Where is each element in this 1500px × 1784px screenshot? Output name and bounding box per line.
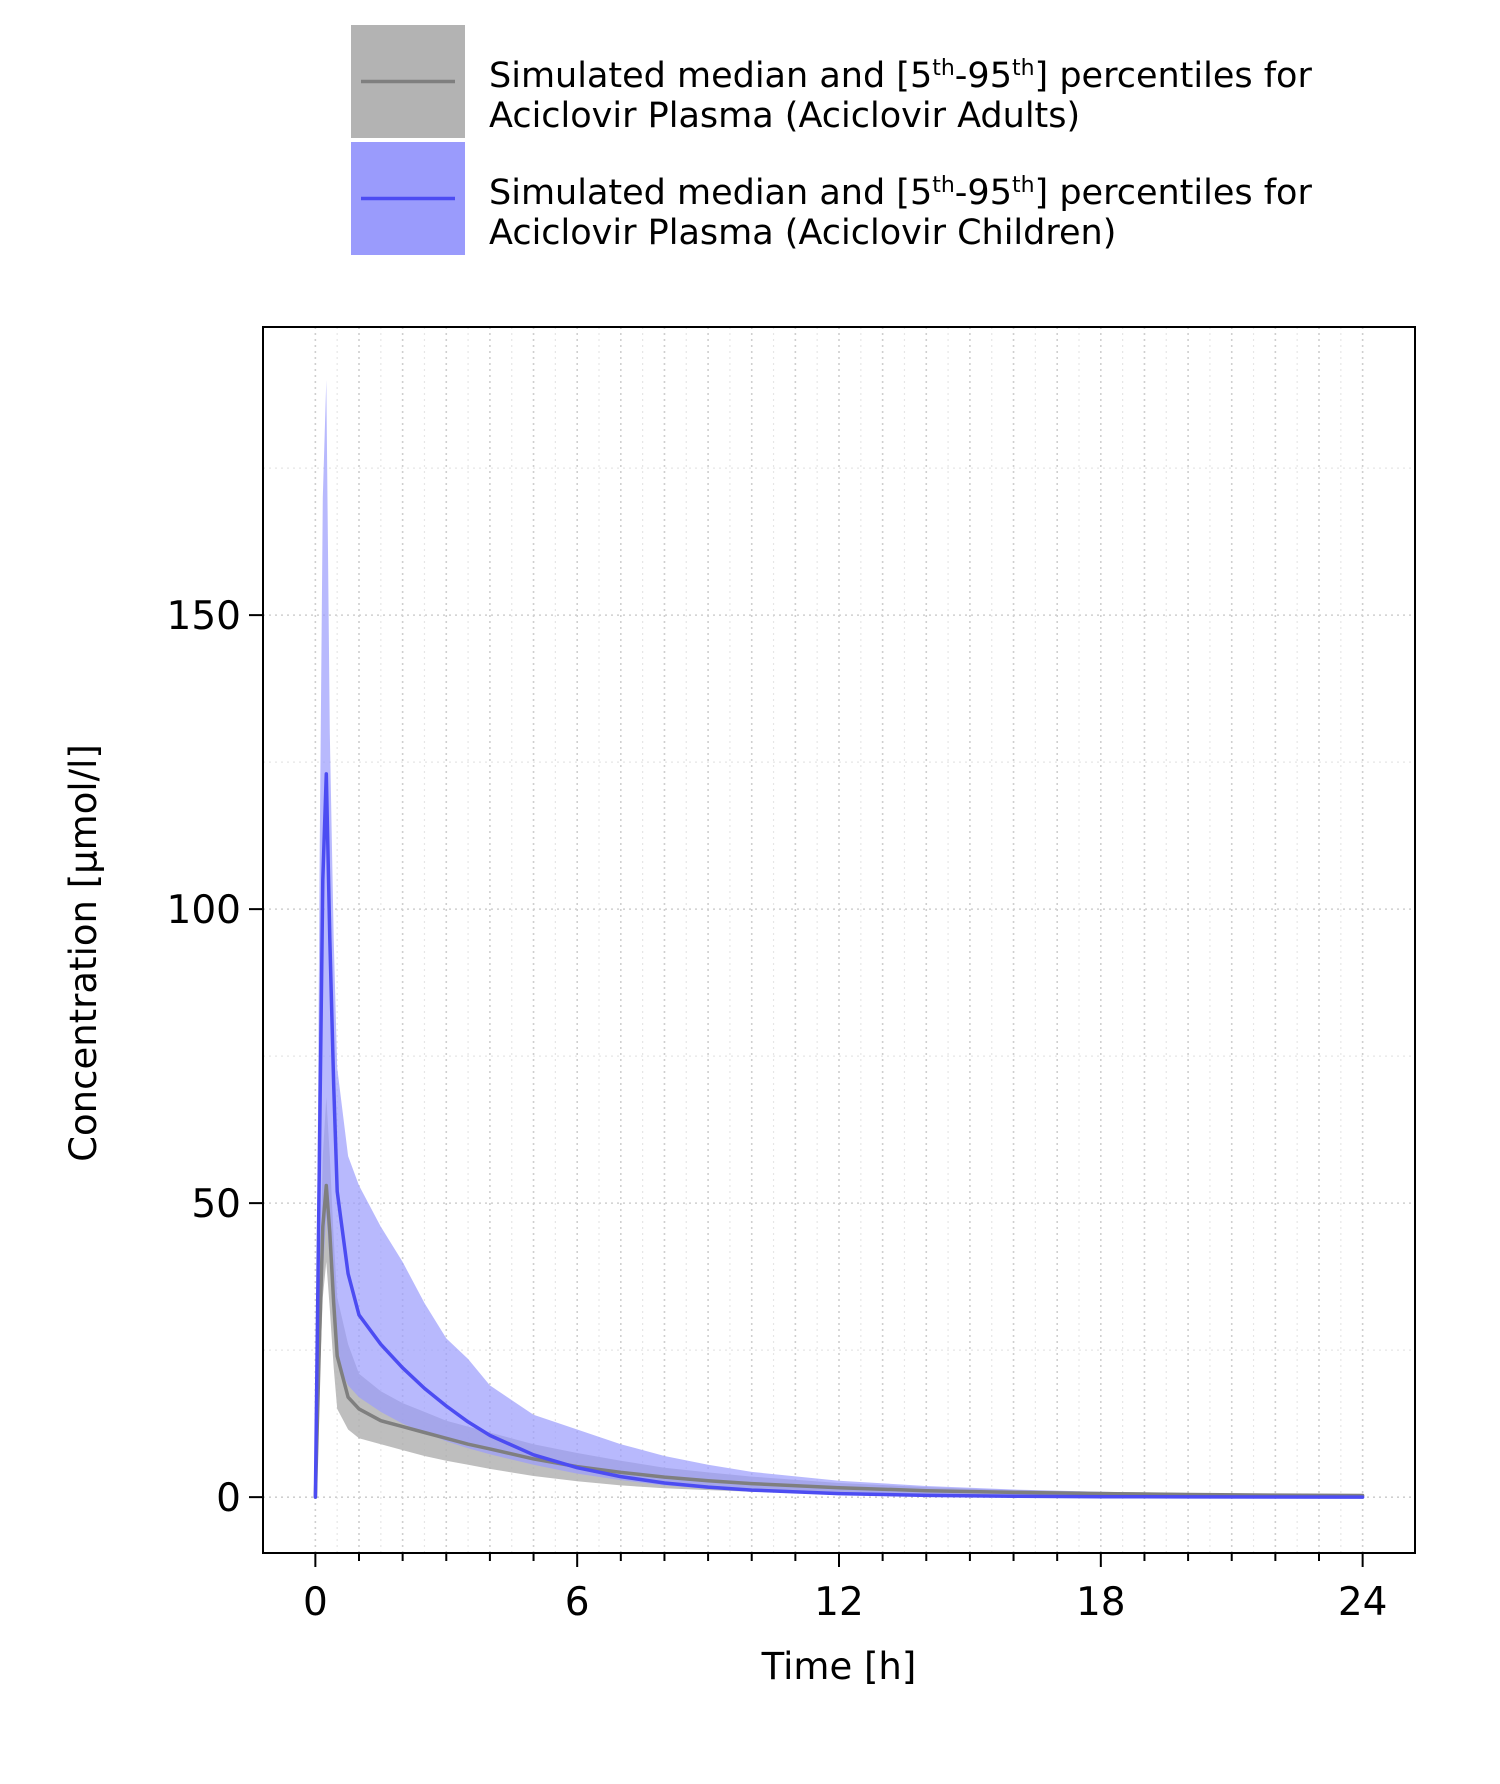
y-tick-label: 50 xyxy=(191,1182,241,1227)
x-tick-label: 18 xyxy=(1076,1580,1126,1625)
median-lines xyxy=(313,772,1365,1499)
legend: Simulated median and [5th-95th] percenti… xyxy=(351,25,1312,255)
y-tick-label: 0 xyxy=(216,1476,241,1521)
superscript: th xyxy=(932,173,955,198)
legend-text-part: ] percentiles for xyxy=(1035,56,1313,96)
legend-text-part: Simulated median and [5 xyxy=(489,173,932,213)
y-axis-title: Concentration [µmol/l] xyxy=(62,744,105,1162)
median-line-1 xyxy=(313,1183,1365,1499)
superscript: th xyxy=(1012,56,1035,81)
superscript: th xyxy=(1012,173,1035,198)
x-axis-title: Time [h] xyxy=(761,1645,917,1688)
y-tick-label: 150 xyxy=(167,594,241,639)
x-tick-label: 24 xyxy=(1338,1580,1388,1625)
x-tick-label: 6 xyxy=(565,1580,590,1625)
legend-text-part: ] percentiles for xyxy=(1035,173,1313,213)
superscript: th xyxy=(932,56,955,81)
y-tick-label: 100 xyxy=(167,888,241,933)
legend-text-part: Simulated median and [5 xyxy=(489,56,932,96)
x-tick-label: 12 xyxy=(814,1580,864,1625)
median-line-2 xyxy=(313,772,1365,1499)
legend-label-line2: Aciclovir Plasma (Aciclovir Children) xyxy=(489,213,1116,253)
legend-text-part: -95 xyxy=(955,56,1012,96)
axes: 0 6 12 18 24 0 50 100 150 xyxy=(167,594,1388,1625)
legend-text-part: -95 xyxy=(955,173,1012,213)
x-tick-label: 0 xyxy=(303,1580,328,1625)
plot-panel xyxy=(262,326,1416,1554)
legend-label-line1: Simulated median and [5th-95th] percenti… xyxy=(489,56,1312,96)
legend-label-line2: Aciclovir Plasma (Aciclovir Adults) xyxy=(489,96,1080,136)
legend-label-line1: Simulated median and [5th-95th] percenti… xyxy=(489,173,1312,213)
